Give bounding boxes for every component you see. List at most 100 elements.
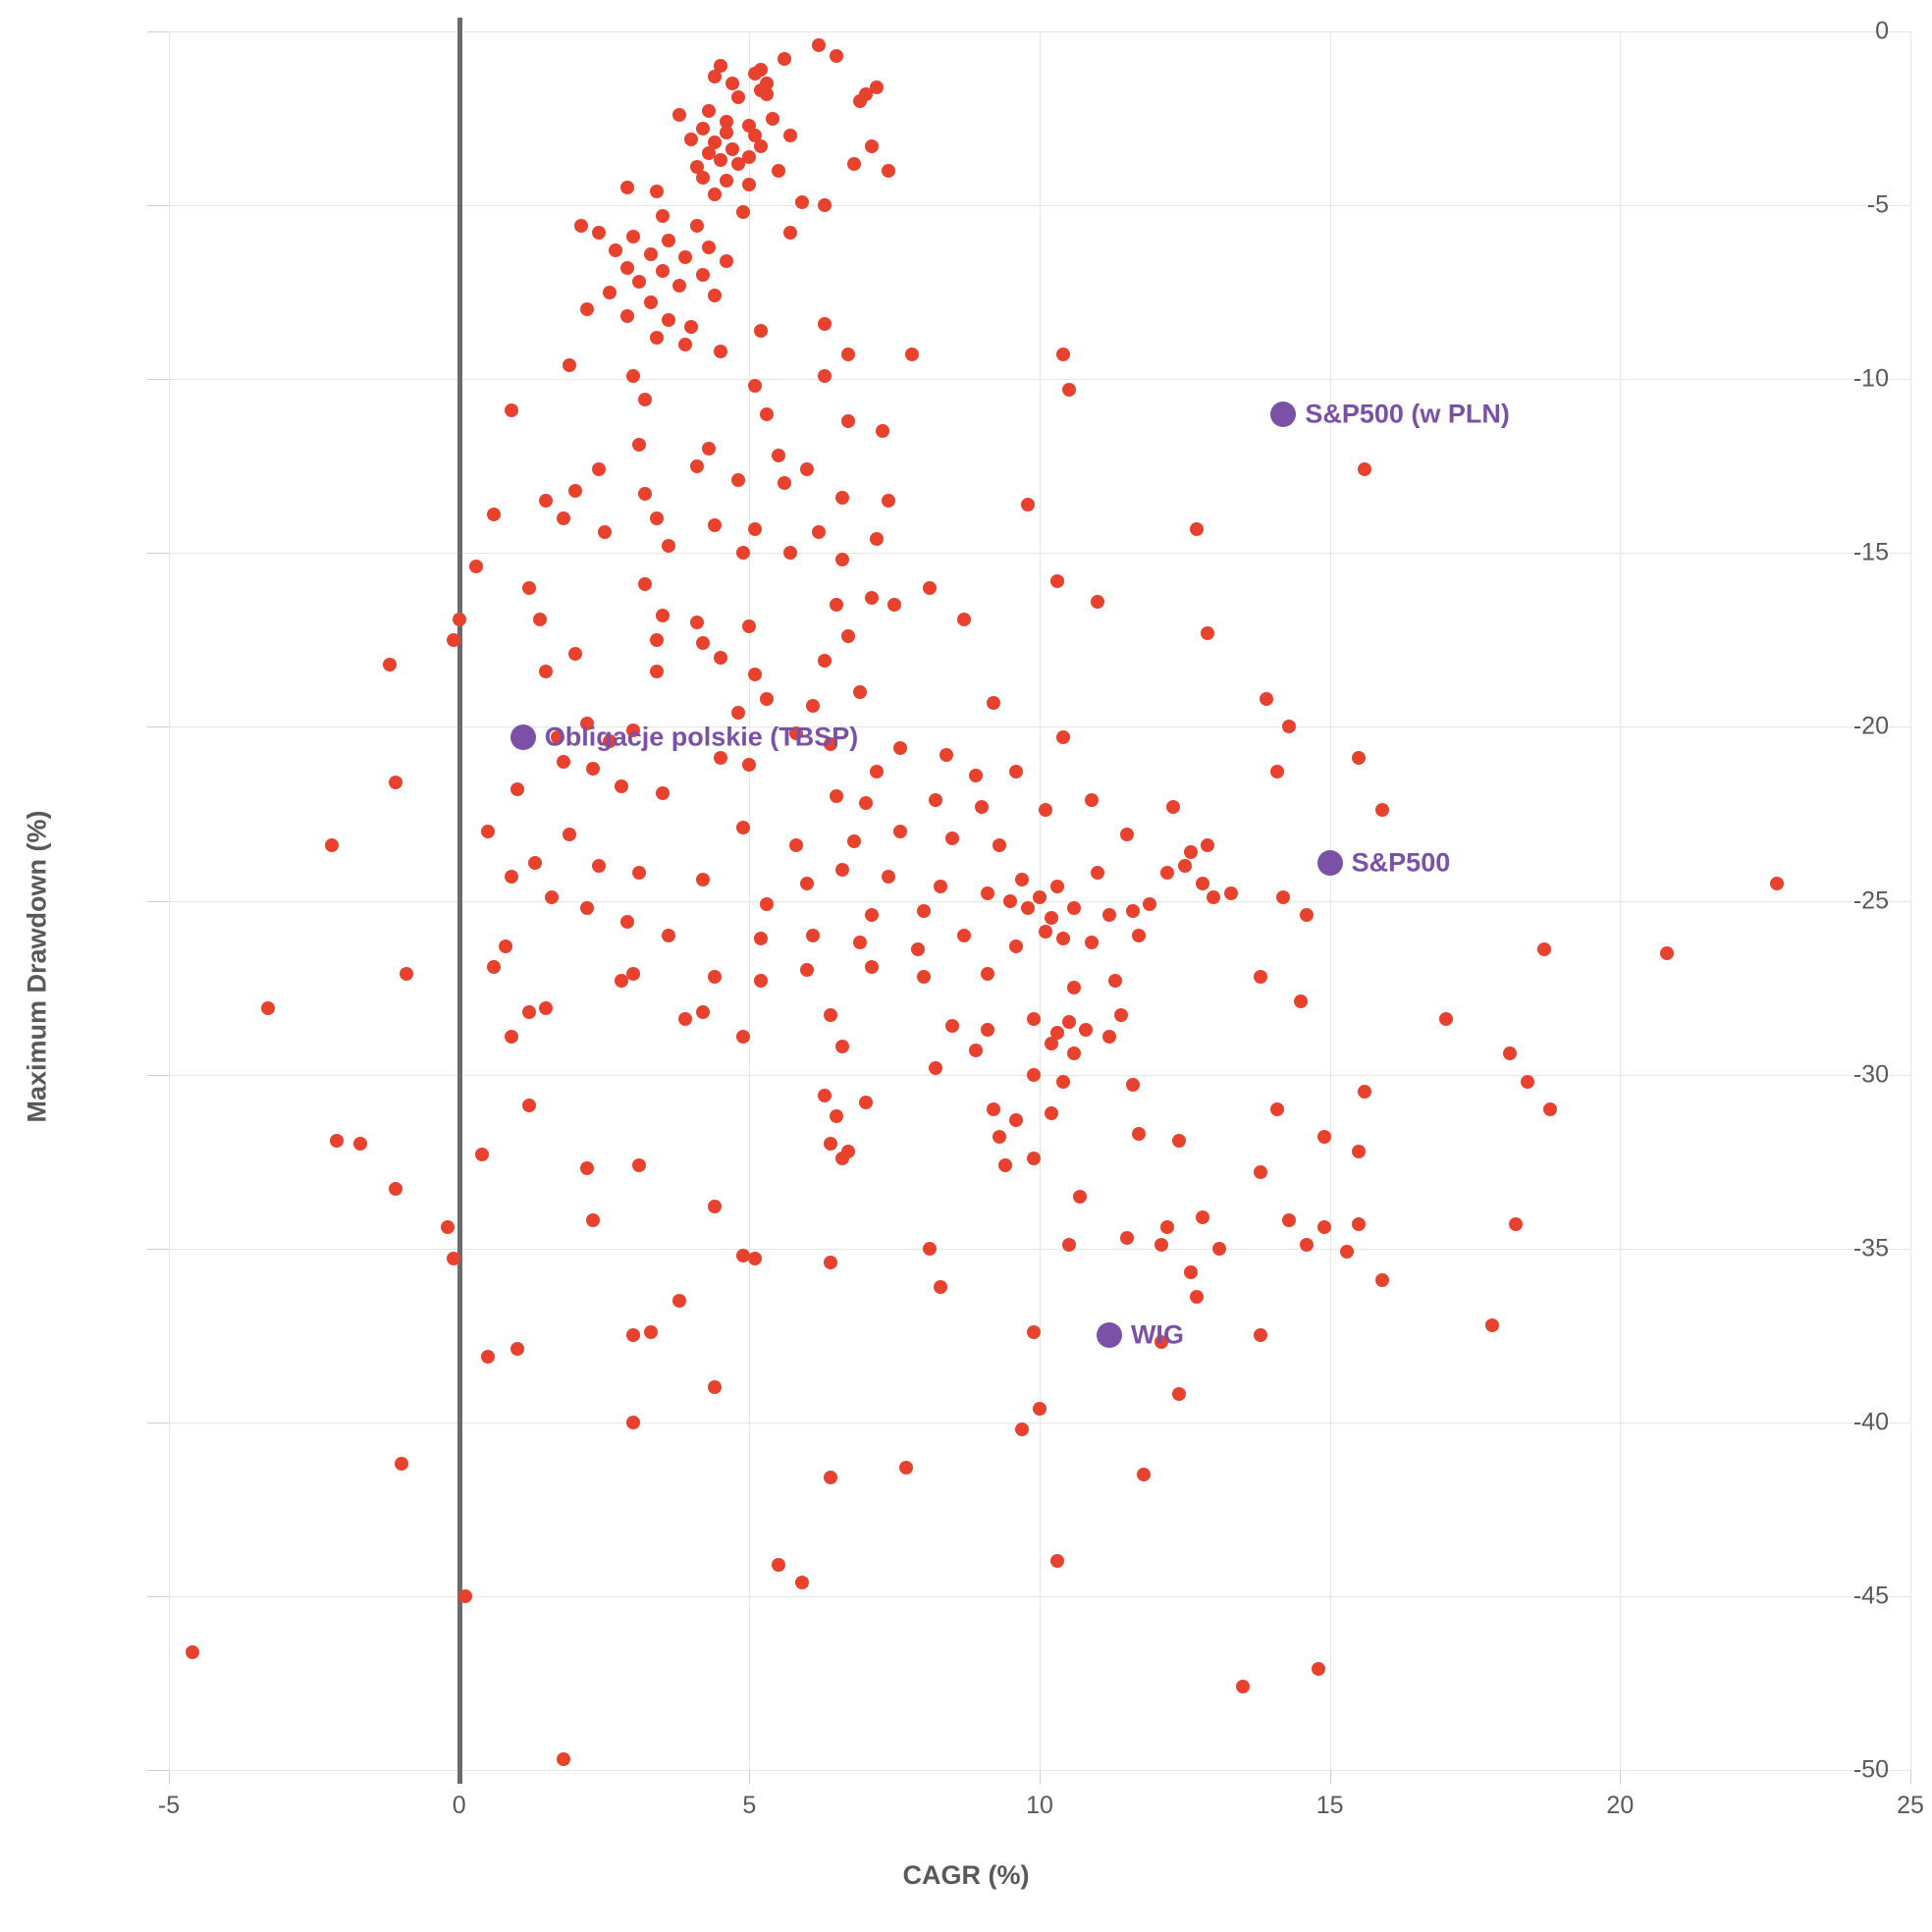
scatter-point[interactable] bbox=[1374, 803, 1389, 818]
scatter-point[interactable] bbox=[1154, 1238, 1169, 1253]
scatter-point[interactable] bbox=[846, 834, 861, 849]
scatter-point[interactable] bbox=[760, 406, 775, 421]
scatter-point[interactable] bbox=[1195, 876, 1209, 890]
scatter-point[interactable] bbox=[388, 776, 402, 790]
scatter-point[interactable] bbox=[1055, 932, 1070, 946]
scatter-point[interactable] bbox=[672, 108, 687, 122]
scatter-point[interactable] bbox=[806, 928, 821, 942]
scatter-point[interactable] bbox=[394, 1457, 408, 1472]
scatter-point[interactable] bbox=[446, 1252, 460, 1266]
scatter-point[interactable] bbox=[457, 1588, 472, 1603]
scatter-point[interactable] bbox=[487, 508, 502, 522]
scatter-point[interactable] bbox=[643, 1324, 658, 1339]
scatter-point[interactable] bbox=[1015, 1422, 1030, 1436]
scatter-point[interactable] bbox=[1224, 886, 1239, 901]
scatter-point[interactable] bbox=[469, 560, 484, 574]
scatter-point[interactable] bbox=[1067, 1046, 1082, 1061]
scatter-point[interactable] bbox=[1091, 866, 1105, 881]
scatter-point[interactable] bbox=[760, 897, 775, 912]
scatter-point[interactable] bbox=[882, 494, 896, 509]
scatter-point[interactable] bbox=[736, 821, 751, 835]
scatter-point[interactable] bbox=[649, 184, 664, 198]
scatter-point[interactable] bbox=[557, 754, 571, 769]
scatter-point[interactable] bbox=[707, 1200, 722, 1214]
scatter-point[interactable] bbox=[1015, 873, 1030, 887]
scatter-point[interactable] bbox=[591, 859, 606, 874]
scatter-point[interactable] bbox=[475, 1148, 490, 1162]
scatter-point[interactable] bbox=[893, 740, 908, 755]
scatter-point[interactable] bbox=[742, 618, 757, 633]
scatter-point[interactable] bbox=[1033, 889, 1046, 904]
scatter-point[interactable] bbox=[481, 1349, 496, 1364]
scatter-point[interactable] bbox=[661, 312, 675, 327]
scatter-point[interactable] bbox=[754, 973, 769, 988]
scatter-point[interactable] bbox=[1358, 462, 1372, 477]
scatter-point[interactable] bbox=[824, 737, 838, 752]
scatter-point[interactable] bbox=[968, 768, 983, 782]
scatter-point[interactable] bbox=[858, 1095, 873, 1109]
scatter-point[interactable] bbox=[1154, 1335, 1169, 1350]
scatter-point[interactable] bbox=[643, 246, 658, 261]
scatter-point[interactable] bbox=[672, 1293, 687, 1308]
scatter-point[interactable] bbox=[1358, 1085, 1372, 1100]
scatter-point[interactable] bbox=[771, 163, 785, 178]
scatter-point[interactable] bbox=[504, 869, 518, 884]
scatter-point[interactable] bbox=[1055, 1074, 1070, 1089]
scatter-point[interactable] bbox=[852, 93, 867, 108]
scatter-point[interactable] bbox=[1201, 625, 1215, 640]
scatter-point[interactable] bbox=[713, 344, 727, 358]
scatter-point[interactable] bbox=[563, 358, 577, 373]
scatter-point[interactable] bbox=[696, 873, 711, 887]
scatter-point[interactable] bbox=[748, 379, 763, 394]
scatter-point[interactable] bbox=[533, 612, 548, 626]
scatter-point[interactable] bbox=[818, 316, 832, 331]
scatter-point[interactable] bbox=[1485, 1317, 1500, 1332]
scatter-point[interactable] bbox=[777, 52, 791, 67]
scatter-point[interactable] bbox=[1009, 1112, 1024, 1127]
scatter-point[interactable] bbox=[934, 1279, 948, 1294]
scatter-point[interactable] bbox=[655, 264, 670, 279]
scatter-point[interactable] bbox=[1520, 1074, 1534, 1089]
scatter-point[interactable] bbox=[1101, 907, 1116, 922]
scatter-point[interactable] bbox=[498, 939, 512, 953]
scatter-point[interactable] bbox=[539, 664, 554, 678]
scatter-point[interactable] bbox=[1212, 1241, 1227, 1256]
scatter-point[interactable] bbox=[551, 730, 565, 745]
scatter-point[interactable] bbox=[615, 973, 629, 988]
scatter-point[interactable] bbox=[887, 598, 902, 613]
scatter-point[interactable] bbox=[1055, 730, 1070, 745]
scatter-point[interactable] bbox=[545, 889, 560, 904]
scatter-point[interactable] bbox=[968, 1043, 983, 1057]
scatter-point[interactable] bbox=[771, 449, 785, 463]
scatter-point[interactable] bbox=[992, 837, 1006, 852]
scatter-point[interactable] bbox=[922, 580, 937, 595]
scatter-point[interactable] bbox=[760, 86, 775, 101]
scatter-point[interactable] bbox=[1113, 1008, 1128, 1023]
scatter-point[interactable] bbox=[840, 413, 855, 428]
scatter-point[interactable] bbox=[858, 796, 873, 811]
scatter-point[interactable] bbox=[794, 1575, 809, 1589]
scatter-point[interactable] bbox=[1021, 900, 1036, 915]
scatter-point[interactable] bbox=[557, 510, 571, 525]
scatter-point[interactable] bbox=[834, 862, 849, 877]
scatter-point[interactable] bbox=[1253, 1164, 1267, 1179]
scatter-point[interactable] bbox=[986, 1102, 1000, 1117]
scatter-point[interactable] bbox=[1027, 1151, 1042, 1165]
scatter-point[interactable] bbox=[707, 188, 722, 202]
scatter-point[interactable] bbox=[707, 70, 722, 84]
scatter-point[interactable] bbox=[922, 1241, 937, 1256]
scatter-point[interactable] bbox=[1027, 1324, 1042, 1339]
scatter-point[interactable] bbox=[928, 1060, 942, 1075]
scatter-point[interactable] bbox=[1189, 1290, 1204, 1305]
scatter-point[interactable] bbox=[800, 963, 815, 978]
scatter-point[interactable] bbox=[1270, 765, 1285, 779]
scatter-point[interactable] bbox=[631, 275, 646, 290]
scatter-point[interactable] bbox=[1049, 1026, 1064, 1041]
scatter-point[interactable] bbox=[910, 942, 925, 957]
scatter-point[interactable] bbox=[800, 462, 815, 477]
scatter-point[interactable] bbox=[591, 462, 606, 477]
scatter-point[interactable] bbox=[1171, 1133, 1186, 1148]
scatter-point[interactable] bbox=[1374, 1272, 1389, 1287]
scatter-point[interactable] bbox=[585, 761, 600, 776]
scatter-point[interactable] bbox=[782, 546, 797, 561]
